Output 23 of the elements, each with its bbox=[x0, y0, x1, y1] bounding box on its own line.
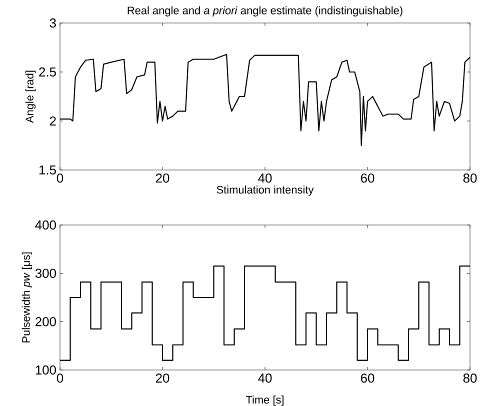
y-tick-label: 1.5 bbox=[39, 165, 56, 175]
y-tick-label: 200 bbox=[36, 317, 56, 326]
y-axis-title: Pulsewidth pw [μs] bbox=[22, 252, 32, 342]
y-tick-label: 100 bbox=[36, 365, 56, 375]
y-tick-label: 3 bbox=[50, 18, 56, 28]
x-axis-title: Stimulation intensity bbox=[216, 186, 314, 196]
x-tick-label: 0 bbox=[56, 174, 64, 183]
x-axis-title: Time [s] bbox=[246, 396, 284, 406]
x-tick-label: 80 bbox=[463, 174, 477, 183]
x-tick-label: 40 bbox=[258, 374, 272, 383]
y-tick-label: 2 bbox=[50, 116, 56, 126]
y-axis-title: Angle [rad] bbox=[25, 70, 36, 123]
x-tick-label: 80 bbox=[463, 374, 477, 383]
x-tick-label: 60 bbox=[360, 174, 374, 183]
x-tick-label: 60 bbox=[360, 374, 374, 383]
x-tick-label: 20 bbox=[156, 174, 170, 183]
x-tick-label: 20 bbox=[156, 374, 170, 383]
x-tick-label: 40 bbox=[258, 174, 272, 183]
chart-title: Real angle and a priori angle estimate (indistinguishable) bbox=[128, 6, 402, 16]
y-tick-label: 2.5 bbox=[39, 67, 56, 77]
x-tick-label: 0 bbox=[56, 374, 64, 383]
y-tick-label: 400 bbox=[35, 220, 56, 230]
y-tick-label: 300 bbox=[35, 268, 56, 278]
